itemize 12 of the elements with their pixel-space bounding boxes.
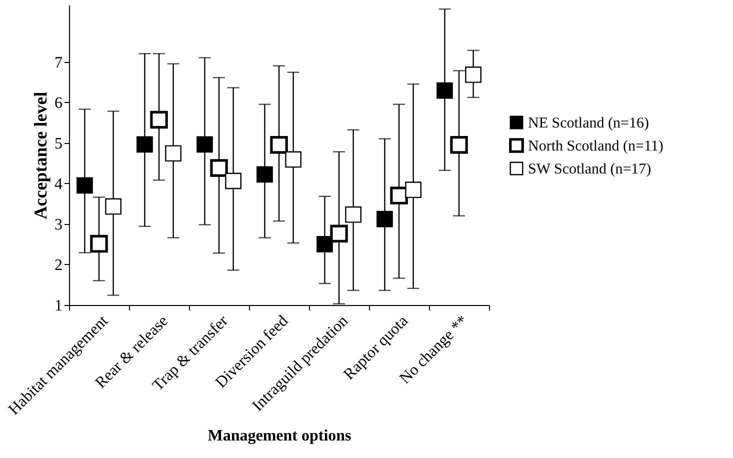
y-axis-title: Acceptance level	[30, 92, 50, 220]
x-axis-title: Management options	[208, 428, 352, 445]
y-tick-label: 2	[54, 256, 62, 274]
y-tick-label: 6	[54, 94, 62, 112]
y-tick-label: 7	[54, 54, 62, 72]
y-tick-label: 3	[54, 216, 62, 234]
legend-label: SW Scotland (n=17)	[528, 162, 652, 178]
y-tick-label: 1	[54, 298, 62, 314]
legend-label: NE Scotland (n=16)	[528, 116, 649, 132]
y-tick-label: 4	[54, 176, 62, 193]
y-tick-label: 5	[54, 135, 62, 152]
legend-label: North Scotland (n=11)	[528, 138, 664, 154]
